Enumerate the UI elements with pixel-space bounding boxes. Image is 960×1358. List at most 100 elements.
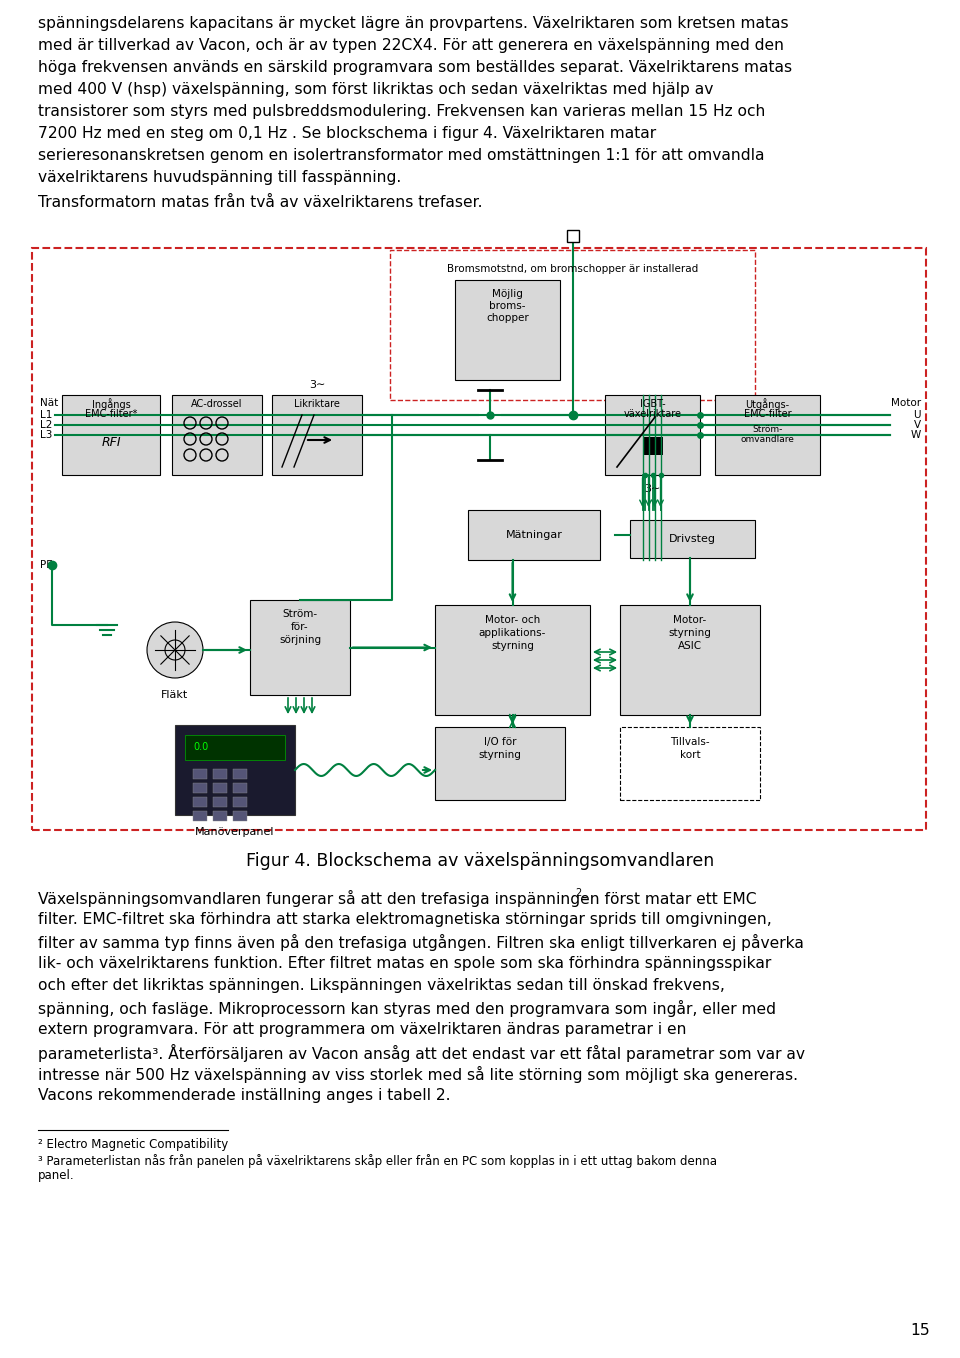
Text: 15: 15 [910, 1323, 930, 1338]
Bar [233, 797, 247, 807]
Text: omvandlare: omvandlare [740, 435, 795, 444]
Text: styrning: styrning [479, 750, 521, 760]
Bar [435, 727, 565, 800]
Text: växelriktarens huvudspänning till fasspänning.: växelriktarens huvudspänning till fasspä… [38, 170, 401, 185]
Bar [468, 511, 600, 559]
Text: Motor: Motor [891, 398, 921, 407]
Text: 2: 2 [575, 888, 581, 898]
Text: 7200 Hz med en steg om 0,1 Hz . Se blockschema i figur 4. Växelriktaren matar: 7200 Hz med en steg om 0,1 Hz . Se block… [38, 126, 656, 141]
Text: med 400 V (hsp) växelspänning, som först likriktas och sedan växelriktas med hjä: med 400 V (hsp) växelspänning, som först… [38, 81, 713, 96]
Text: filter av samma typ finns även på den trefasiga utgången. Filtren ska enligt til: filter av samma typ finns även på den tr… [38, 934, 804, 951]
Text: panel.: panel. [38, 1169, 75, 1181]
Text: EMC-filter: EMC-filter [744, 409, 791, 420]
Text: spänningsdelarens kapacitans är mycket lägre än provpartens. Växelriktaren som k: spänningsdelarens kapacitans är mycket l… [38, 16, 788, 31]
Text: Tillvals-: Tillvals- [670, 737, 709, 747]
Bar [193, 811, 207, 822]
Text: och efter det likriktas spänningen. Likspänningen växelriktas sedan till önskad : och efter det likriktas spänningen. Liks… [38, 978, 725, 993]
Text: 3∼: 3∼ [309, 380, 325, 390]
Text: Ingångs: Ingångs [91, 398, 131, 410]
Text: EMC-filter*: EMC-filter* [84, 409, 137, 420]
Bar [390, 250, 755, 401]
Text: PE: PE [40, 559, 53, 570]
Bar [213, 797, 227, 807]
Bar [642, 437, 662, 455]
Text: Motor- och: Motor- och [485, 615, 540, 625]
Text: -: - [581, 889, 587, 904]
Bar [435, 606, 590, 716]
Text: Motor-: Motor- [673, 615, 707, 625]
Text: styrning: styrning [668, 627, 711, 638]
Text: IGBT-: IGBT- [639, 399, 665, 409]
Text: serieresonanskretsen genom en isolertransformator med omstättningen 1:1 för att : serieresonanskretsen genom en isolertran… [38, 148, 764, 163]
Text: Nät: Nät [40, 398, 59, 407]
Text: Vacons rekommenderade inställning anges i tabell 2.: Vacons rekommenderade inställning anges … [38, 1088, 450, 1103]
Text: extern programvara. För att programmera om växelriktaren ändras parametrar i en: extern programvara. För att programmera … [38, 1023, 686, 1038]
Text: Manöverpanel: Manöverpanel [195, 827, 275, 837]
Text: Figur 4. Blockschema av växelspänningsomvandlaren: Figur 4. Blockschema av växelspänningsom… [246, 851, 714, 870]
Text: applikations-: applikations- [479, 627, 546, 638]
Text: Likriktare: Likriktare [294, 399, 340, 409]
Text: sörjning: sörjning [279, 636, 321, 645]
Bar [213, 811, 227, 822]
Text: parameterlista³. Återförsäljaren av Vacon ansåg att det endast var ett fåtal par: parameterlista³. Återförsäljaren av Vaco… [38, 1044, 805, 1062]
Bar [272, 395, 362, 475]
Text: V: V [914, 420, 921, 430]
Text: L1: L1 [40, 410, 53, 420]
Text: W: W [911, 430, 921, 440]
Bar [213, 769, 227, 779]
Text: växelriktare: växelriktare [623, 409, 682, 420]
Text: RFI: RFI [101, 436, 121, 449]
Bar [566, 230, 579, 242]
Text: Ström-: Ström- [753, 425, 782, 433]
Text: Bromsmotstnd, om bromschopper är installerad: Bromsmotstnd, om bromschopper är install… [446, 263, 698, 274]
Bar [193, 797, 207, 807]
Text: lik- och växelriktarens funktion. Efter filtret matas en spole som ska förhindra: lik- och växelriktarens funktion. Efter … [38, 956, 771, 971]
Text: Möjlig: Möjlig [492, 289, 523, 299]
Circle shape [147, 622, 203, 678]
Text: Drivsteg: Drivsteg [669, 534, 716, 545]
Bar [620, 727, 760, 800]
Text: 3∼: 3∼ [644, 483, 660, 494]
Text: U: U [914, 410, 921, 420]
Text: L2: L2 [40, 420, 53, 430]
Text: filter. EMC-filtret ska förhindra att starka elektromagnetiska störningar sprids: filter. EMC-filtret ska förhindra att st… [38, 913, 772, 928]
Bar [193, 784, 207, 793]
Bar [172, 395, 262, 475]
Bar [233, 784, 247, 793]
Bar [175, 725, 295, 815]
Text: ² Electro Magnetic Compatibility: ² Electro Magnetic Compatibility [38, 1138, 228, 1152]
Text: transistorer som styrs med pulsbreddsmodulering. Frekvensen kan varieras mellan : transistorer som styrs med pulsbreddsmod… [38, 105, 765, 120]
Bar [233, 769, 247, 779]
Text: Växelspänningsomvandlaren fungerar så att den trefasiga inspänningen först matar: Växelspänningsomvandlaren fungerar så at… [38, 889, 756, 907]
Bar [630, 520, 755, 558]
Bar [185, 735, 285, 760]
Text: höga frekvensen används en särskild programvara som beställdes separat. Växelrik: höga frekvensen används en särskild prog… [38, 60, 792, 75]
Bar [193, 769, 207, 779]
Bar [32, 249, 926, 830]
Text: 0.0: 0.0 [193, 741, 208, 752]
Text: styrning: styrning [492, 641, 534, 650]
Text: intresse när 500 Hz växelspänning av viss storlek med så lite störning som möjli: intresse när 500 Hz växelspänning av vis… [38, 1066, 798, 1084]
Text: ³ Parameterlistan nås från panelen på växelriktarens skåp eller från en PC som k: ³ Parameterlistan nås från panelen på vä… [38, 1154, 717, 1168]
Text: Ström-: Ström- [282, 608, 318, 619]
Bar [62, 395, 160, 475]
Text: chopper: chopper [486, 312, 529, 323]
Text: I/O för: I/O för [484, 737, 516, 747]
Bar [715, 395, 820, 475]
Text: för-: för- [291, 622, 309, 631]
Text: Fläkt: Fläkt [161, 690, 188, 699]
Text: Transformatorn matas från två av växelriktarens trefaser.: Transformatorn matas från två av växelri… [38, 196, 483, 210]
Text: med är tillverkad av Vacon, och är av typen 22CX4. För att generera en växelspän: med är tillverkad av Vacon, och är av ty… [38, 38, 784, 53]
Bar [233, 811, 247, 822]
Text: kort: kort [680, 750, 700, 760]
Bar [213, 784, 227, 793]
Text: Utgångs-: Utgångs- [745, 398, 789, 410]
Text: L3: L3 [40, 430, 53, 440]
Text: Mätningar: Mätningar [506, 530, 563, 540]
Text: AC-drossel: AC-drossel [191, 399, 243, 409]
Bar [455, 280, 560, 380]
Bar [250, 600, 350, 695]
Text: broms-: broms- [490, 301, 526, 311]
Text: ASIC: ASIC [678, 641, 702, 650]
Text: spänning, och fasläge. Mikroprocessorn kan styras med den programvara som ingår,: spänning, och fasläge. Mikroprocessorn k… [38, 999, 776, 1017]
